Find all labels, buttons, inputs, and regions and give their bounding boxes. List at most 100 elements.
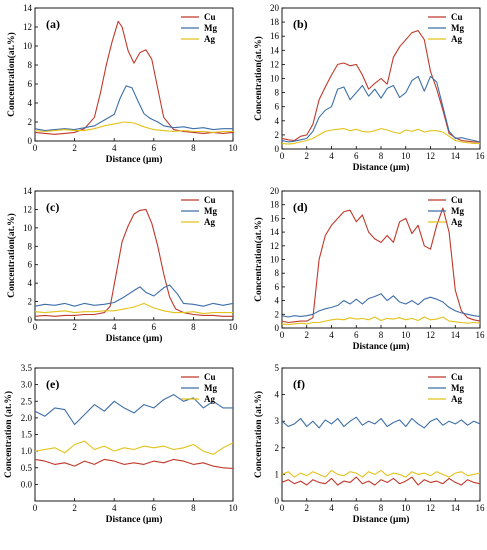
x-axis-title: Distance (μm) [353, 514, 410, 525]
y-tick-label: 0 [28, 136, 33, 146]
y-tick-label: 10 [23, 223, 33, 233]
x-tick-label: 8 [379, 330, 384, 340]
legend-label-ag: Ag [451, 217, 462, 227]
legend-label-mg: Mg [204, 206, 217, 216]
y-tick-label: 10 [270, 74, 280, 84]
legend-label-mg: Mg [451, 383, 464, 393]
x-tick-label: 6 [152, 322, 157, 332]
y-tick-label: 0 [275, 144, 280, 154]
y-tick-label: 12 [270, 59, 279, 69]
x-tick-label: 0 [280, 330, 285, 340]
x-tick-label: 2 [72, 143, 77, 153]
y-tick-label: 6 [28, 79, 33, 89]
x-tick-label: 8 [191, 143, 196, 153]
series-line-mg [282, 293, 480, 318]
x-tick-label: 0 [280, 503, 285, 513]
y-axis-title: Concentration(at.%) [6, 32, 17, 117]
y-tick-label: 8 [275, 88, 280, 98]
x-tick-label: 16 [476, 503, 486, 513]
x-tick-label: 16 [476, 330, 486, 340]
y-axis-title: Concentration (at.%) [3, 391, 14, 478]
series-line-cu [35, 20, 233, 135]
x-tick-label: 6 [354, 330, 359, 340]
y-tick-label: 4 [28, 278, 33, 288]
x-tick-label: 0 [280, 151, 285, 161]
x-tick-label: 2 [72, 503, 77, 513]
y-tick-label: 12 [23, 204, 32, 214]
x-tick-label: 10 [229, 322, 239, 332]
y-tick-label: 2.0 [21, 413, 33, 423]
y-tick-label: 10 [270, 255, 280, 265]
panel-a: 0 2 4 6 8 10 0 2 4 6 8 10 12 14 Distance (μm) Concentra… [6, 3, 238, 165]
y-tick-label: 4 [275, 296, 280, 306]
panel-label: (f) [293, 377, 305, 391]
x-tick-label: 4 [329, 503, 334, 513]
y-tick-label: 14 [23, 3, 33, 13]
y-tick-label: 0 [28, 315, 33, 325]
y-tick-label: 1.0 [21, 446, 33, 456]
x-tick-label: 4 [112, 322, 117, 332]
x-tick-label: 4 [112, 503, 117, 513]
y-tick-label: 10 [23, 41, 33, 51]
x-axis-title: Distance (μm) [353, 341, 410, 352]
y-tick-label: 18 [270, 200, 280, 210]
y-tick-label: 0.5 [21, 463, 33, 473]
y-tick-label: 2 [275, 309, 280, 319]
x-tick-label: 16 [476, 151, 486, 161]
legend-label-cu: Cu [451, 195, 463, 205]
x-tick-label: 14 [451, 151, 461, 161]
legend-label-cu: Cu [204, 12, 216, 22]
y-tick-label: 16 [270, 213, 280, 223]
series-line-cu [35, 208, 233, 317]
y-tick-label: 0.0 [21, 479, 33, 489]
x-tick-label: 10 [401, 151, 411, 161]
legend-label-ag: Ag [204, 394, 215, 404]
series-line-ag [282, 128, 480, 145]
x-tick-label: 6 [354, 503, 359, 513]
series-line-cu [35, 458, 233, 469]
y-tick-label: 6 [275, 282, 280, 292]
panel-d: 0 2 4 6 8 10 12 14 16 0 2 4 6 8 10 12 14 16 18 20 Distance (… [253, 186, 485, 352]
plot-frame [34, 7, 234, 142]
x-tick-label: 8 [191, 503, 196, 513]
y-tick-label: 8 [275, 268, 280, 278]
x-tick-label: 12 [426, 330, 435, 340]
plot-frame [34, 190, 234, 321]
x-tick-label: 12 [426, 503, 435, 513]
x-axis-title: Distance (μm) [106, 333, 163, 344]
series-line-cu [282, 476, 480, 486]
y-tick-label: 2.5 [21, 396, 33, 406]
x-tick-label: 8 [379, 151, 384, 161]
series-line-mg [35, 284, 233, 307]
x-tick-label: 10 [401, 503, 411, 513]
legend-label-mg: Mg [204, 23, 217, 33]
y-tick-label: 20 [270, 186, 280, 196]
y-tick-label: 18 [270, 17, 280, 27]
x-tick-label: 6 [152, 503, 157, 513]
legend-label-mg: Mg [204, 383, 217, 393]
y-tick-label: 6 [275, 102, 280, 112]
y-tick-label: 14 [270, 45, 280, 55]
x-tick-label: 14 [451, 330, 461, 340]
series-line-ag [35, 440, 233, 455]
y-tick-label: 6 [28, 260, 33, 270]
y-tick-label: 4 [275, 390, 280, 400]
series-line-ag [35, 302, 233, 315]
x-tick-label: 10 [229, 143, 239, 153]
x-tick-label: 0 [33, 503, 38, 513]
y-tick-label: 1.5 [21, 430, 33, 440]
x-tick-label: 6 [354, 151, 359, 161]
y-tick-label: 14 [23, 186, 33, 196]
y-tick-label: 16 [270, 31, 280, 41]
y-tick-label: 2 [28, 117, 33, 127]
panel-label: (a) [46, 17, 60, 31]
y-axis-title: Concentration (at.%) [253, 391, 264, 478]
y-tick-label: 2 [275, 130, 280, 140]
y-tick-label: 12 [23, 22, 32, 32]
x-tick-label: 2 [305, 330, 310, 340]
y-tick-label: 0 [275, 496, 280, 506]
series-line-cu [282, 30, 480, 143]
panel-label: (b) [293, 17, 308, 31]
